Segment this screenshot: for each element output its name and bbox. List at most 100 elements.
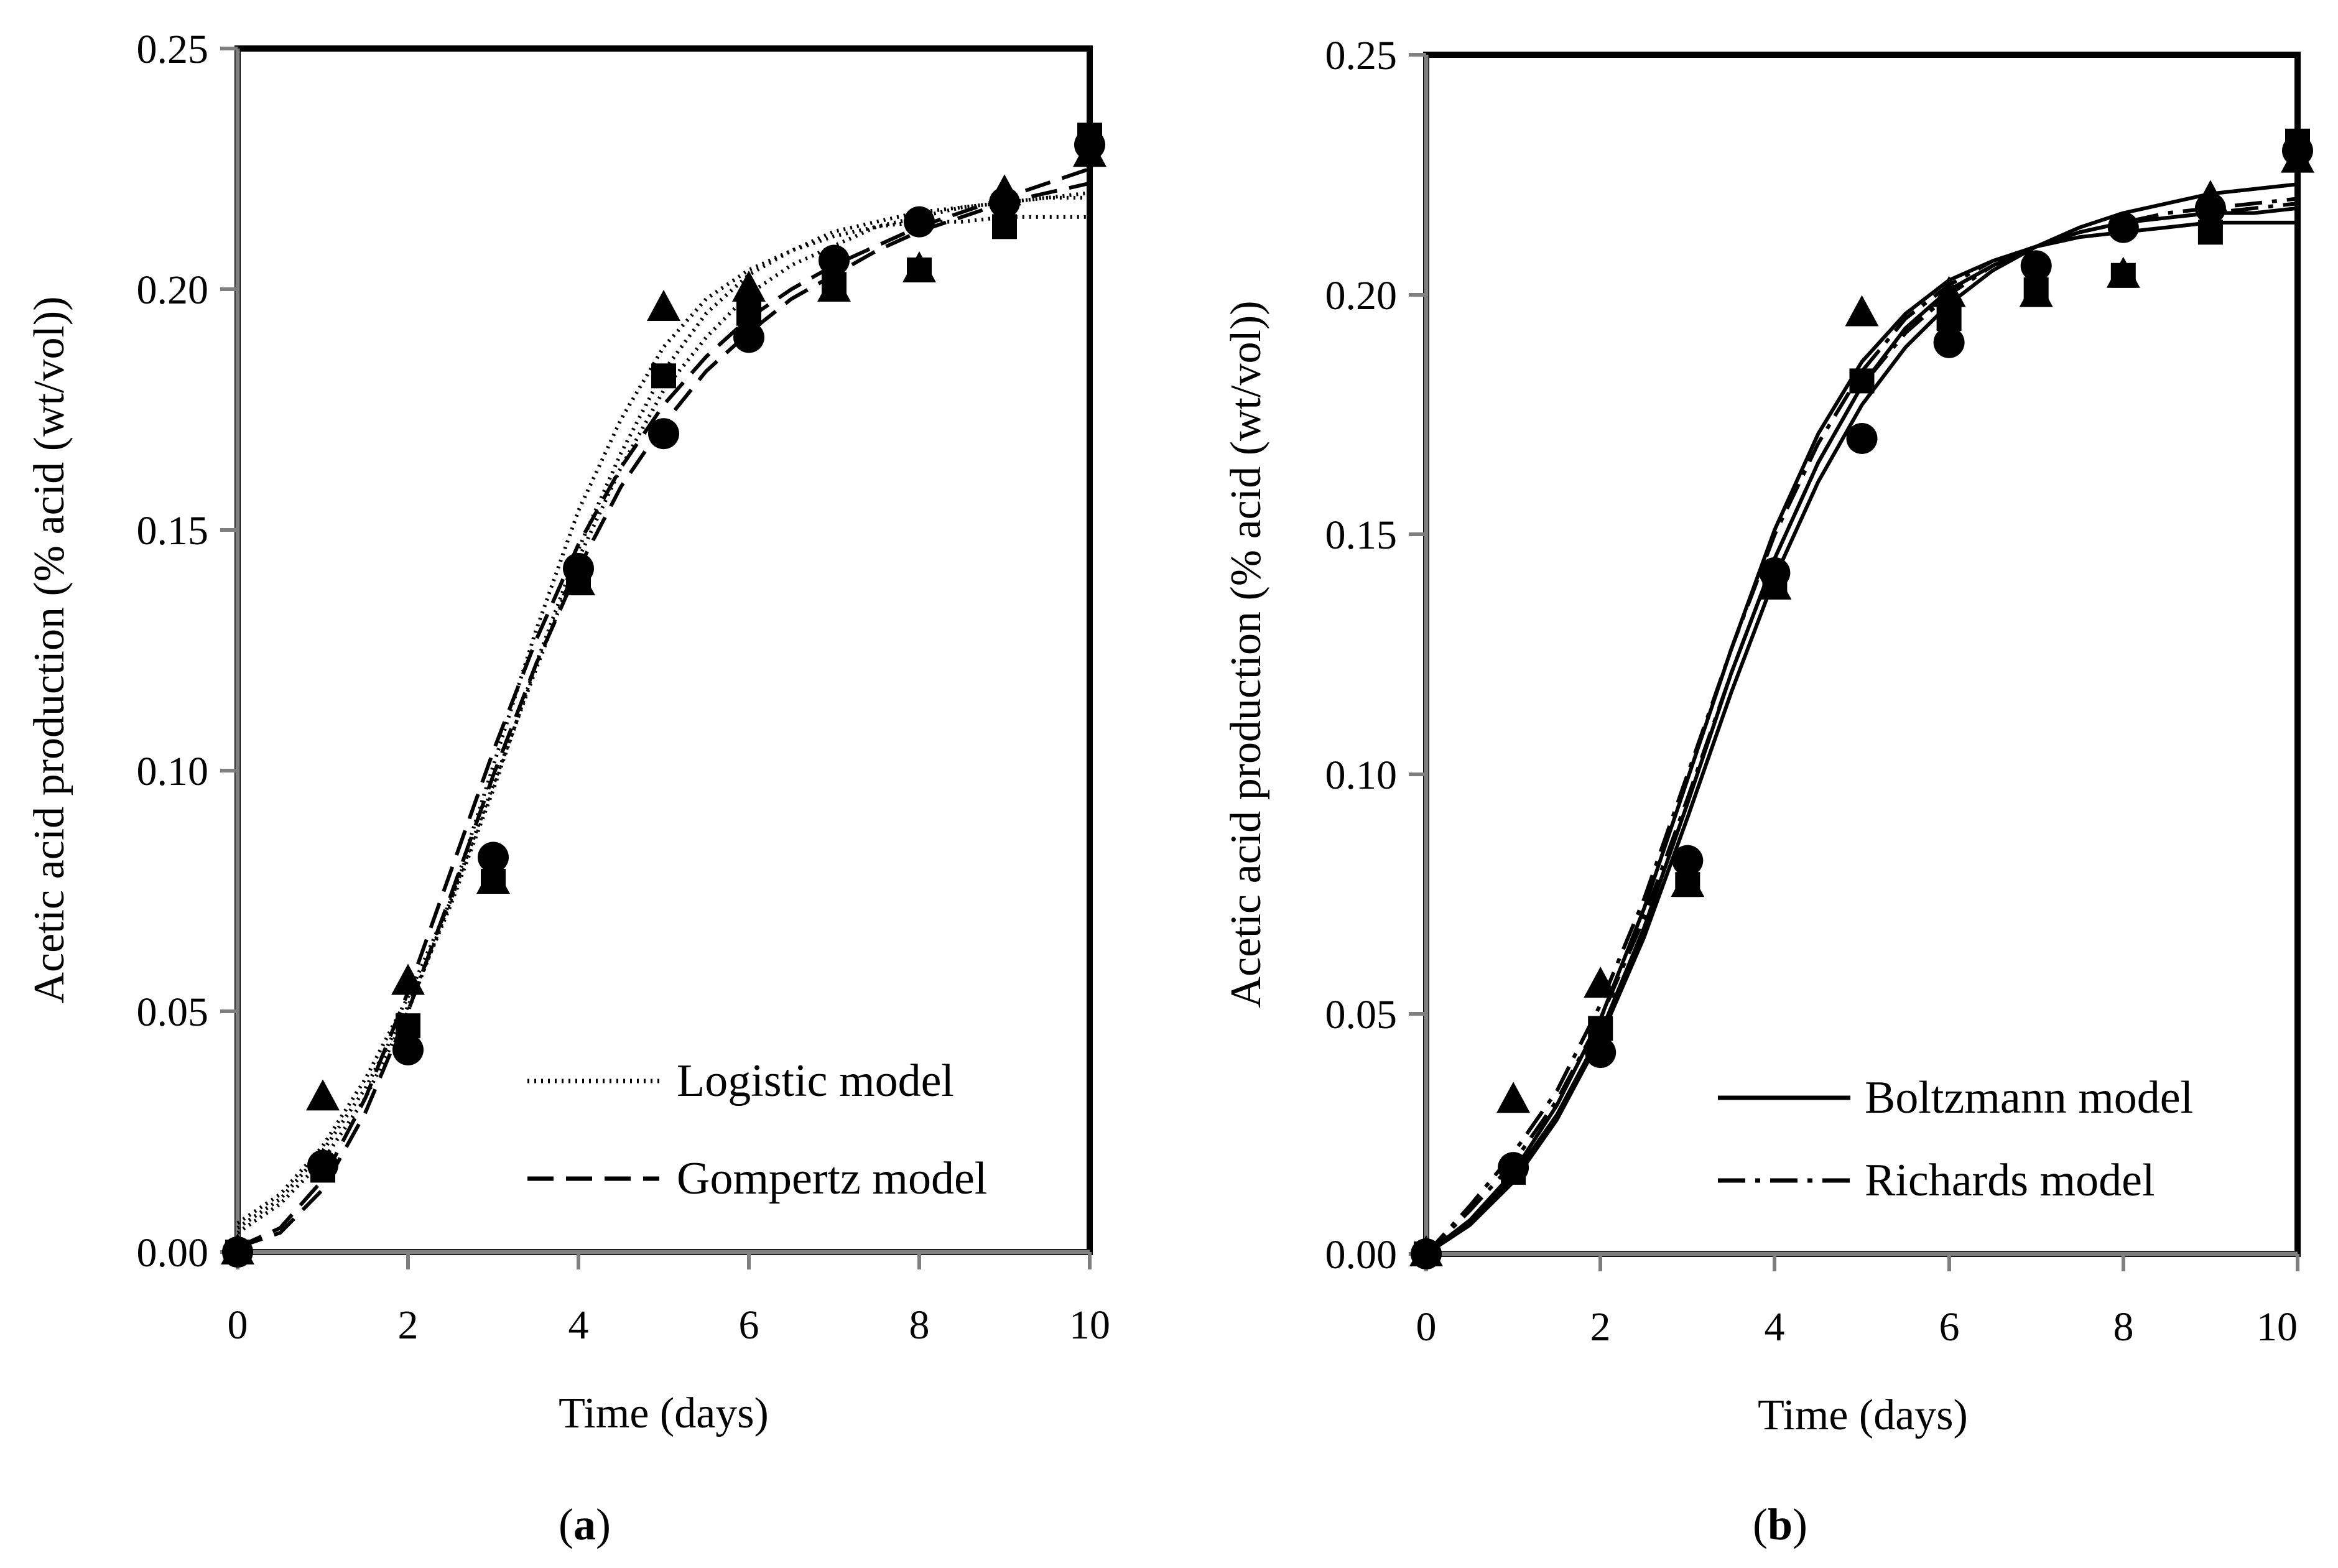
- panel-label-a-letter: a: [573, 1500, 596, 1549]
- y-tick-label-a-4: 0.20: [137, 267, 209, 313]
- data-point-circle-a-2: [392, 1034, 424, 1065]
- panel-label-b-open: (: [1753, 1500, 1768, 1549]
- data-point-circle-b-10: [2282, 135, 2313, 167]
- data-point-circle-a-3: [478, 842, 509, 873]
- data-point-square-a-9: [992, 214, 1017, 239]
- panel-a: 0.00 0.05 0.10 0.15 0.20 0.25 0 2 4 6 8 …: [26, 27, 1110, 1549]
- data-point-circle-a-7: [819, 244, 850, 276]
- observed-markers-b: [1409, 128, 2314, 1269]
- x-tick-label-b-1: 2: [1590, 1304, 1611, 1350]
- panel-label-a-open: (: [559, 1500, 573, 1549]
- x-tick-label-b-0: 0: [1416, 1304, 1437, 1350]
- fitted-curves-a: [236, 167, 1090, 1250]
- plot-frame-a: [234, 45, 1093, 1255]
- panel-label-b: (b): [1753, 1500, 1807, 1549]
- y-tick-label-a-3: 0.15: [137, 508, 209, 554]
- x-tick-label-a-4: 8: [909, 1302, 930, 1348]
- data-point-circle-b-4: [1759, 557, 1791, 588]
- data-point-triangle-a-1: [306, 1079, 340, 1111]
- fit-line-boltzmann-b-2: [1425, 182, 2298, 1256]
- panel-label-b-letter: b: [1768, 1500, 1793, 1549]
- y-tick-label-b-1: 0.05: [1325, 992, 1398, 1037]
- y-axis-label-b: Acetic acid production (% acid (wt/vol)): [1222, 300, 1270, 1008]
- data-point-square-b-9: [2197, 220, 2223, 245]
- y-tick-label-b-0: 0.00: [1325, 1232, 1398, 1278]
- data-point-circle-b-0: [1411, 1238, 1442, 1269]
- x-tick-label-b-5: 10: [2257, 1304, 2298, 1350]
- legend-label-gompertz: Gompertz model: [677, 1153, 987, 1204]
- data-point-square-a-2: [396, 1013, 420, 1039]
- legend-a: Logistic model Gompertz model: [527, 1055, 987, 1204]
- x-tick-label-a-1: 2: [398, 1302, 419, 1348]
- fit-line-logistic-a-0: [236, 215, 1090, 1235]
- legend-label-logistic: Logistic model: [677, 1055, 954, 1106]
- data-point-square-a-3: [481, 869, 506, 894]
- data-point-circle-b-7: [2020, 250, 2052, 282]
- y-tick-label-b-2: 0.10: [1325, 753, 1398, 798]
- observed-markers-a: [221, 123, 1106, 1268]
- y-tick-label-b-5: 0.25: [1325, 33, 1398, 78]
- data-point-circle-b-6: [1933, 327, 1965, 358]
- y-axis-label-a: Acetic acid production (% acid (wt/vol)): [26, 296, 73, 1003]
- fit-line-logistic-a-1: [236, 195, 1090, 1230]
- y-ticks-b: 0.00 0.05 0.10 0.15 0.20 0.25: [1325, 33, 1426, 1278]
- x-tick-label-b-3: 6: [1939, 1304, 1960, 1350]
- y-tick-label-a-0: 0.00: [137, 1230, 209, 1276]
- data-point-triangle-a-2: [391, 963, 425, 995]
- y-tick-label-a-5: 0.25: [137, 27, 209, 72]
- data-point-square-b-5: [1849, 368, 1875, 394]
- panel-label-a: (a): [559, 1500, 611, 1549]
- data-point-triangle-a-6: [732, 271, 766, 302]
- y-tick-label-a-2: 0.10: [137, 749, 209, 794]
- data-point-square-a-8: [907, 257, 932, 283]
- x-ticks-a: 0 2 4 6 8 10: [228, 1252, 1110, 1348]
- data-point-circle-b-5: [1846, 422, 1878, 454]
- y-tick-label-b-3: 0.15: [1325, 513, 1398, 558]
- data-point-square-b-2: [1588, 1016, 1613, 1041]
- x-tick-label-a-3: 6: [739, 1302, 759, 1348]
- legend-b: Boltzmann model Richards model: [1718, 1072, 2193, 1206]
- x-tick-label-b-4: 8: [2113, 1304, 2134, 1350]
- data-point-circle-b-9: [2194, 192, 2226, 224]
- y-tick-label-a-1: 0.05: [137, 990, 209, 1035]
- data-point-circle-b-1: [1498, 1152, 1529, 1184]
- legend-label-boltzmann: Boltzmann model: [1865, 1072, 2193, 1123]
- data-point-circle-b-2: [1585, 1037, 1617, 1069]
- x-tick-label-a-0: 0: [228, 1302, 248, 1348]
- data-point-circle-a-1: [307, 1149, 338, 1181]
- data-point-triangle-b-6: [1932, 276, 1966, 307]
- fit-line-gompertz-a-3: [236, 167, 1090, 1250]
- data-point-square-a-6: [736, 300, 761, 326]
- x-ticks-b: 0 2 4 6 8 10: [1416, 1254, 2299, 1350]
- data-point-circle-a-6: [733, 322, 764, 353]
- panel-b: 0.00 0.05 0.10 0.15 0.20 0.25 0 2 4 6 8 …: [1222, 33, 2314, 1549]
- data-point-circle-a-4: [563, 552, 594, 584]
- data-point-circle-a-0: [222, 1236, 253, 1268]
- panel-label-a-close: ): [596, 1500, 611, 1549]
- data-point-triangle-b-5: [1845, 295, 1879, 327]
- y-tick-label-b-4: 0.20: [1325, 273, 1398, 318]
- data-point-circle-a-10: [1074, 129, 1105, 160]
- data-point-circle-b-3: [1672, 845, 1704, 876]
- x-axis-label-b: Time (days): [1758, 1391, 1968, 1439]
- x-axis-label-a: Time (days): [559, 1389, 769, 1437]
- fit-line-richards-b-3: [1424, 202, 2298, 1256]
- fit-line-logistic-a-2: [236, 191, 1090, 1225]
- x-tick-label-a-5: 10: [1069, 1302, 1110, 1348]
- legend-label-richards: Richards model: [1865, 1155, 2155, 1206]
- data-point-triangle-b-1: [1496, 1082, 1531, 1113]
- data-point-circle-a-8: [904, 206, 935, 238]
- data-point-circle-a-5: [648, 418, 679, 450]
- data-point-circle-a-9: [989, 187, 1020, 218]
- data-point-circle-b-8: [2107, 211, 2139, 243]
- data-point-square-b-3: [1675, 872, 1700, 898]
- data-point-triangle-a-5: [647, 289, 680, 321]
- x-tick-label-b-2: 4: [1765, 1304, 1785, 1350]
- data-point-square-b-7: [2023, 277, 2049, 302]
- y-ticks-a: 0.00 0.05 0.10 0.15 0.20 0.25: [137, 27, 238, 1276]
- data-point-square-b-6: [1936, 306, 1962, 332]
- x-tick-label-a-2: 4: [568, 1302, 589, 1348]
- data-point-square-a-5: [651, 363, 676, 389]
- data-point-triangle-b-2: [1584, 967, 1618, 998]
